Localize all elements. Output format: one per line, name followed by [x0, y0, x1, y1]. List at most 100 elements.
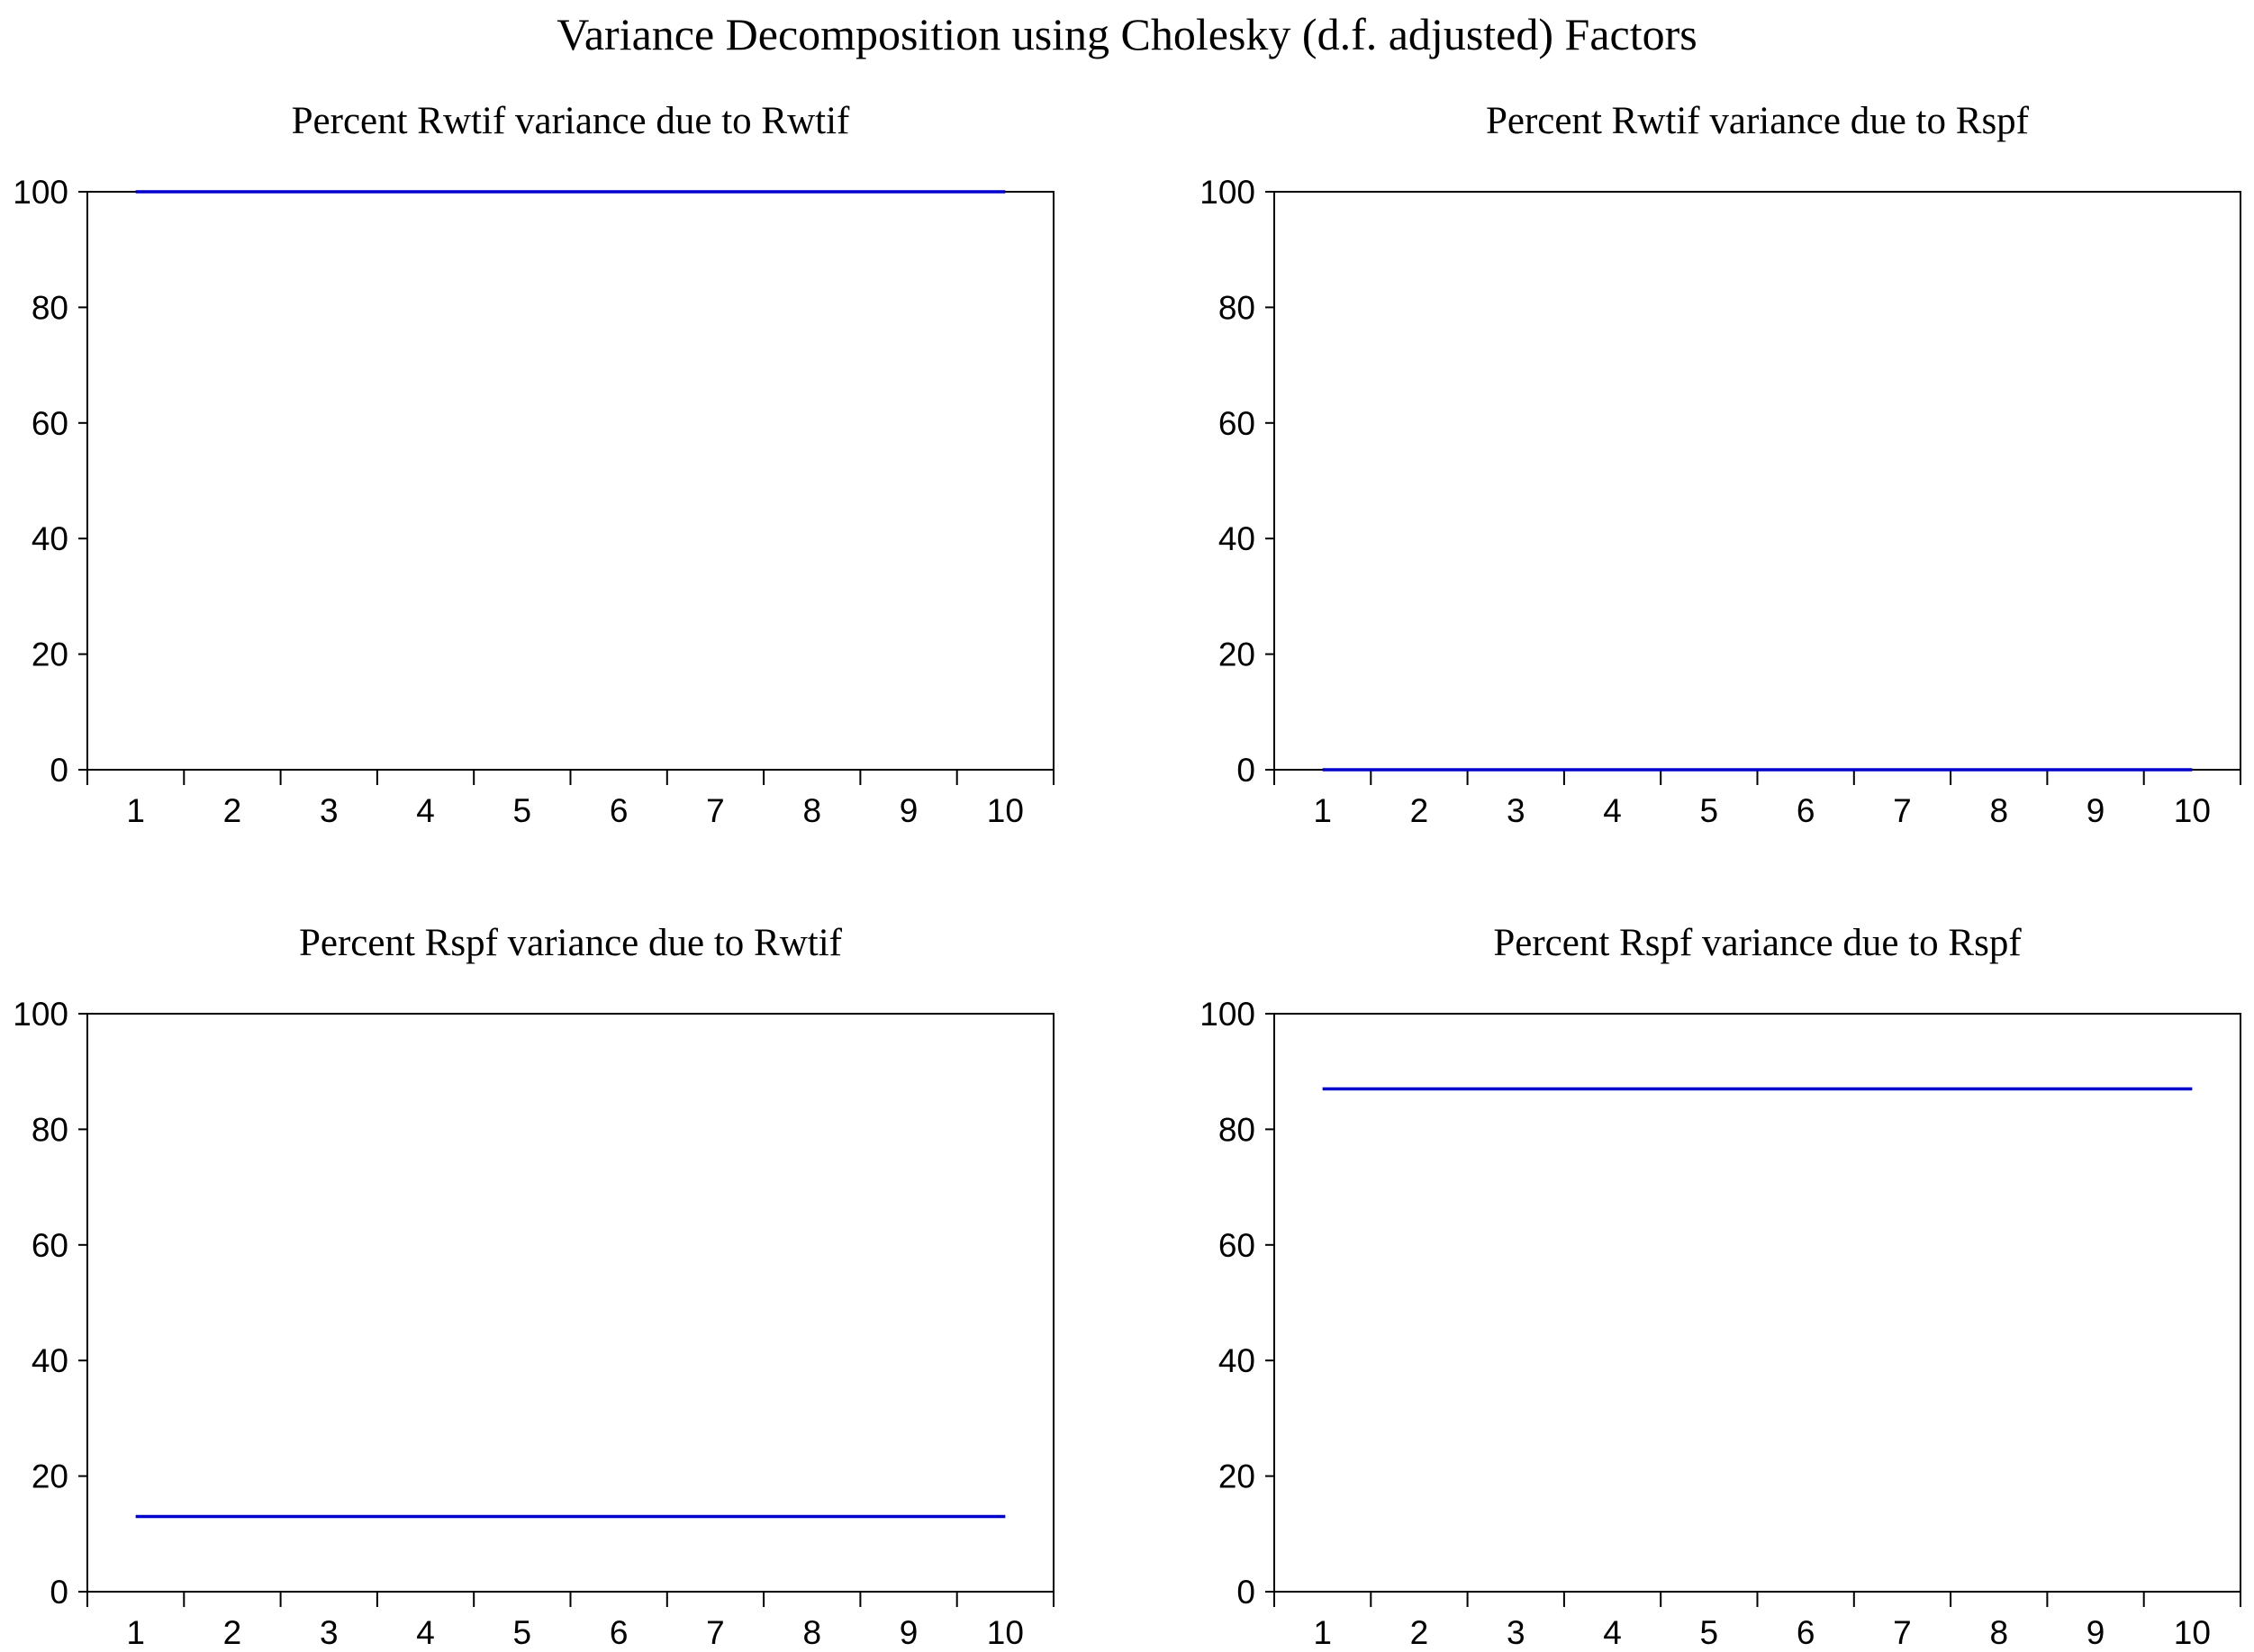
data-point [1003, 190, 1007, 194]
data-point [1417, 768, 1421, 772]
data-point [713, 1515, 717, 1519]
data-point [1707, 1087, 1711, 1090]
x-tick-label: 7 [1893, 792, 1912, 829]
data-point [424, 190, 428, 194]
data-point [617, 190, 620, 194]
x-tick-label: 10 [2174, 792, 2211, 829]
data-point [1514, 768, 1517, 772]
x-tick-label: 1 [1313, 1614, 1332, 1651]
y-tick-label: 100 [13, 174, 68, 211]
chart-title: Percent Rspf variance due to Rwtif [299, 922, 843, 964]
chart-panel: Percent Rwtif variance due to Rspf 0 20 40 6… [1199, 100, 2241, 829]
y-tick-label: 20 [32, 636, 68, 673]
data-point [1900, 1087, 1904, 1090]
data-point [810, 1515, 814, 1519]
x-tick-label: 10 [987, 792, 1024, 829]
x-tick-label: 9 [2087, 1614, 2105, 1651]
data-point [617, 1515, 620, 1519]
x-tick-label: 1 [1313, 792, 1332, 829]
y-tick-label: 60 [32, 405, 68, 442]
x-tick-label: 2 [223, 1614, 242, 1651]
x-tick-label: 3 [320, 792, 339, 829]
y-tick-label: 40 [32, 1342, 68, 1379]
y-tick-label: 80 [32, 289, 68, 326]
data-point [1514, 1087, 1517, 1090]
x-tick-label: 8 [802, 1614, 821, 1651]
y-tick-label: 100 [13, 996, 68, 1033]
chart-title: Percent Rspf variance due to Rspf [1493, 922, 2022, 964]
data-point [424, 1515, 428, 1519]
x-tick-label: 2 [1410, 1614, 1429, 1651]
data-point [1707, 768, 1711, 772]
chart-panel: Percent Rwtif variance due to Rwtif 0 20 40… [13, 100, 1055, 829]
x-tick-label: 1 [126, 792, 145, 829]
x-tick-label: 1 [126, 1614, 145, 1651]
y-tick-label: 0 [1236, 752, 1255, 789]
chart-panel: Percent Rspf variance due to Rspf 0 20 40 60… [1199, 922, 2241, 1651]
y-tick-label: 80 [1218, 1111, 1255, 1148]
x-tick-label: 7 [1893, 1614, 1912, 1651]
data-point [713, 190, 717, 194]
y-tick-label: 40 [32, 520, 68, 557]
data-point [2094, 768, 2097, 772]
data-point [134, 190, 138, 194]
data-point [2094, 1087, 2097, 1090]
x-tick-label: 8 [802, 792, 821, 829]
data-point [907, 1515, 910, 1519]
data-point [1611, 768, 1615, 772]
x-tick-label: 9 [900, 1614, 919, 1651]
data-point [1321, 1087, 1325, 1090]
y-tick-label: 0 [50, 1574, 68, 1611]
data-point [521, 1515, 524, 1519]
data-point [327, 190, 330, 194]
x-tick-label: 2 [223, 792, 242, 829]
data-point [1611, 1087, 1615, 1090]
data-point [2190, 768, 2194, 772]
x-tick-label: 8 [1989, 1614, 2008, 1651]
data-point [1804, 1087, 1807, 1090]
y-tick-label: 20 [1218, 636, 1255, 673]
x-tick-label: 8 [1989, 792, 2008, 829]
x-tick-label: 6 [1797, 1614, 1815, 1651]
chart-panels: Percent Rwtif variance due to Rwtif02040… [13, 100, 2241, 1651]
data-point [1997, 1087, 2001, 1090]
data-point [231, 1515, 234, 1519]
x-tick-label: 6 [610, 1614, 629, 1651]
y-tick-label: 20 [1218, 1458, 1255, 1495]
y-tick-label: 60 [32, 1227, 68, 1264]
data-point [1804, 768, 1807, 772]
y-tick-label: 40 [1218, 520, 1255, 557]
y-tick-label: 0 [50, 752, 68, 789]
chart-title: Percent Rwtif variance due to Rwtif [292, 100, 850, 142]
data-point [1900, 768, 1904, 772]
data-point [1417, 1087, 1421, 1090]
y-tick-label: 40 [1218, 1342, 1255, 1379]
y-tick-label: 60 [1218, 405, 1255, 442]
x-tick-label: 9 [2087, 792, 2105, 829]
data-point [521, 190, 524, 194]
y-tick-label: 80 [32, 1111, 68, 1148]
x-tick-label: 9 [900, 792, 919, 829]
y-tick-label: 20 [32, 1458, 68, 1495]
chart-title: Percent Rwtif variance due to Rspf [1486, 100, 2030, 142]
x-tick-label: 6 [610, 792, 629, 829]
x-tick-label: 2 [1410, 792, 1429, 829]
x-tick-label: 5 [513, 792, 532, 829]
data-point [1321, 768, 1325, 772]
data-point [810, 190, 814, 194]
data-point [231, 190, 234, 194]
x-tick-label: 5 [1700, 1614, 1719, 1651]
data-point [2190, 1087, 2194, 1090]
x-tick-label: 3 [1507, 1614, 1525, 1651]
y-tick-label: 100 [1199, 174, 1255, 211]
data-point [134, 1515, 138, 1519]
x-tick-label: 10 [2174, 1614, 2211, 1651]
y-tick-label: 100 [1199, 996, 1255, 1033]
data-point [907, 190, 910, 194]
figure-main-title: Variance Decomposition using Cholesky (d… [557, 9, 1697, 59]
y-tick-label: 0 [1236, 1574, 1255, 1611]
x-tick-label: 4 [1603, 792, 1622, 829]
x-tick-label: 5 [1700, 792, 1719, 829]
